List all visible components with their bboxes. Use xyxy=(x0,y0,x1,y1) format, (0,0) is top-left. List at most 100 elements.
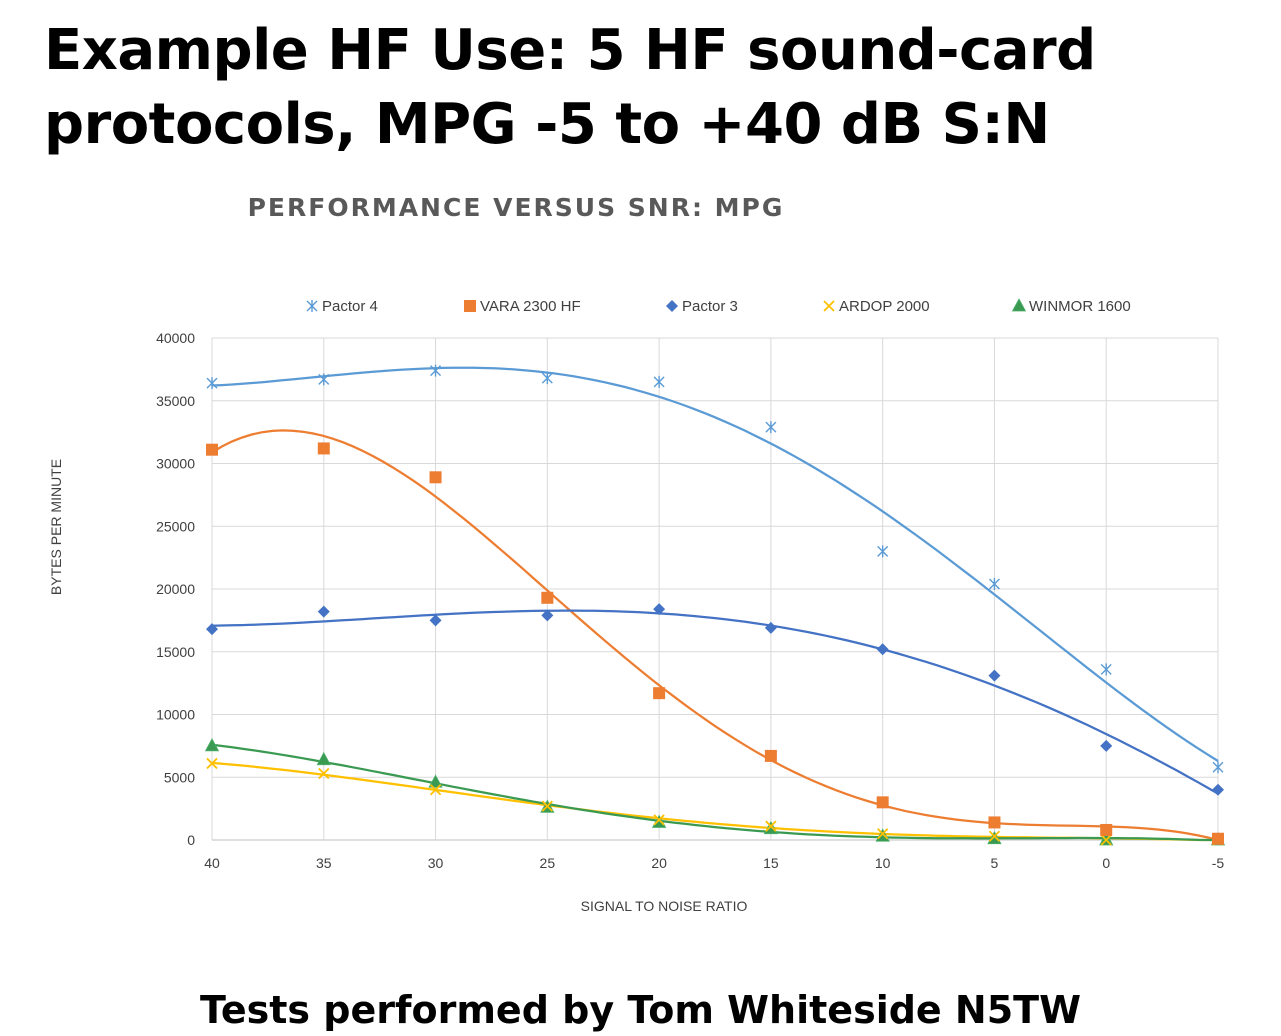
legend-marker-pactor-3 xyxy=(666,300,678,312)
chart-gridlines xyxy=(211,337,1219,841)
data-point-pactor-4 xyxy=(1212,761,1224,774)
chart-title: PERFORMANCE VERSUS SNR: MPG xyxy=(248,193,785,222)
data-point-vara-2300-hf xyxy=(541,591,554,604)
data-point-vara-2300-hf xyxy=(206,443,218,456)
y-tick-label: 15000 xyxy=(156,644,195,660)
trendline-pactor-4 xyxy=(211,366,1219,762)
slide-title-line-2: protocols, MPG -5 to +40 dB S:N xyxy=(44,92,1050,157)
legend-label-winmor-1600: WINMOR 1600 xyxy=(1029,298,1131,315)
trendline-vara-2300-hf xyxy=(211,429,1219,842)
y-tick-label: 20000 xyxy=(156,581,195,597)
data-point-pactor-4 xyxy=(765,421,777,434)
legend-label-pactor-4: Pactor 4 xyxy=(322,298,378,315)
legend-marker-vara-2300-hf xyxy=(464,300,476,312)
y-axis-title: BYTES PER MINUTE xyxy=(48,459,64,595)
data-point-vara-2300-hf xyxy=(988,816,1001,829)
legend-label-pactor-3: Pactor 3 xyxy=(682,298,738,315)
legend-item-pactor-4: Pactor 4 xyxy=(306,298,378,315)
data-point-pactor-4 xyxy=(318,373,330,386)
trendline-ardop-2000 xyxy=(211,761,1218,842)
data-point-pactor-3 xyxy=(1100,739,1113,752)
data-point-vara-2300-hf xyxy=(1212,832,1224,845)
data-point-ardop-2000 xyxy=(318,767,330,780)
x-tick-label: 40 xyxy=(204,855,220,871)
data-point-vara-2300-hf xyxy=(764,749,777,762)
data-point-vara-2300-hf xyxy=(1100,823,1113,836)
data-point-ardop-2000 xyxy=(1100,834,1112,846)
data-point-winmor-1600 xyxy=(204,738,220,752)
data-point-ardop-2000 xyxy=(988,830,1001,842)
data-point-pactor-4 xyxy=(1100,663,1112,676)
y-tick-label: 35000 xyxy=(156,393,195,409)
legend-item-pactor-3: Pactor 3 xyxy=(666,298,738,315)
data-point-pactor-3 xyxy=(541,609,554,622)
data-point-pactor-4 xyxy=(206,377,218,390)
legend-item-vara-2300-hf: VARA 2300 HF xyxy=(464,298,581,315)
data-point-pactor-3 xyxy=(653,603,666,616)
data-point-winmor-1600 xyxy=(428,774,443,788)
data-point-pactor-3 xyxy=(764,621,777,634)
x-tick-label: -5 xyxy=(1212,855,1225,871)
slide-title: Example HF Use: 5 HF sound-card protocol… xyxy=(44,14,1244,162)
y-tick-label: 0 xyxy=(187,832,195,848)
data-point-pactor-4 xyxy=(653,375,665,388)
legend-marker-ardop-2000 xyxy=(823,300,835,312)
data-point-vara-2300-hf xyxy=(876,796,889,809)
series-pactor-4 xyxy=(206,364,1224,774)
data-point-ardop-2000 xyxy=(877,828,889,840)
data-point-pactor-3 xyxy=(206,623,218,636)
legend-marker-pactor-4 xyxy=(306,300,318,312)
chart-legend: Pactor 4 VARA 2300 HF Pactor 3 ARDOP 2000 WI… xyxy=(306,298,1131,315)
chart-trendlines xyxy=(211,366,1219,842)
y-tick-label: 10000 xyxy=(156,707,195,723)
x-axis-ticks: 40 35 30 25 20 15 10 5 0 -5 xyxy=(204,855,1224,871)
legend-label-vara-2300-hf: VARA 2300 HF xyxy=(480,298,581,315)
data-point-ardop-2000 xyxy=(653,814,665,826)
data-point-vara-2300-hf xyxy=(429,471,442,484)
x-tick-label: 25 xyxy=(540,855,556,871)
trendline-pactor-3 xyxy=(211,609,1219,795)
x-tick-label: 10 xyxy=(875,855,891,871)
data-point-pactor-4 xyxy=(541,372,553,385)
x-tick-label: 0 xyxy=(1102,855,1110,871)
legend-item-ardop-2000: ARDOP 2000 xyxy=(823,298,930,315)
data-point-pactor-3 xyxy=(429,614,442,627)
data-point-vara-2300-hf xyxy=(317,442,330,455)
data-point-ardop-2000 xyxy=(541,800,553,812)
y-tick-label: 5000 xyxy=(164,769,195,785)
footer-credit: Tests performed by Tom Whiteside N5TW xyxy=(199,988,1082,1032)
legend-label-ardop-2000: ARDOP 2000 xyxy=(839,298,930,315)
series-ardop-2000 xyxy=(206,757,1224,846)
x-tick-label: 5 xyxy=(991,855,999,871)
x-tick-label: 35 xyxy=(316,855,332,871)
y-axis-ticks: 0 5000 10000 15000 20000 25000 30000 35000 40000 xyxy=(156,330,195,848)
data-point-winmor-1600 xyxy=(316,751,331,766)
series-vara-2300-hf xyxy=(206,442,1224,845)
slide-title-line-1: Example HF Use: 5 HF sound-card xyxy=(44,18,1096,83)
y-tick-label: 40000 xyxy=(156,330,195,346)
data-point-pactor-3 xyxy=(317,605,330,618)
x-axis-title: SIGNAL TO NOISE RATIO xyxy=(581,898,748,914)
data-point-ardop-2000 xyxy=(206,757,218,770)
legend-item-winmor-1600: WINMOR 1600 xyxy=(1011,298,1131,315)
data-point-pactor-3 xyxy=(876,643,889,656)
data-point-ardop-2000 xyxy=(765,820,777,832)
x-tick-label: 20 xyxy=(651,855,667,871)
chart-markers xyxy=(204,364,1226,846)
series-pactor-3 xyxy=(206,603,1224,796)
y-tick-label: 25000 xyxy=(156,518,195,534)
legend-marker-winmor-1600 xyxy=(1011,298,1027,312)
data-point-pactor-3 xyxy=(1212,783,1224,796)
data-point-pactor-4 xyxy=(877,545,889,558)
data-point-pactor-4 xyxy=(430,364,442,377)
data-point-pactor-3 xyxy=(988,669,1001,682)
x-tick-label: 30 xyxy=(428,855,444,871)
trendline-winmor-1600 xyxy=(211,743,1218,842)
data-point-vara-2300-hf xyxy=(653,687,666,700)
y-tick-label: 30000 xyxy=(156,456,195,472)
series-winmor-1600 xyxy=(204,738,1226,846)
data-point-ardop-2000 xyxy=(429,784,442,796)
data-point-pactor-4 xyxy=(988,577,1000,590)
x-tick-label: 15 xyxy=(763,855,779,871)
